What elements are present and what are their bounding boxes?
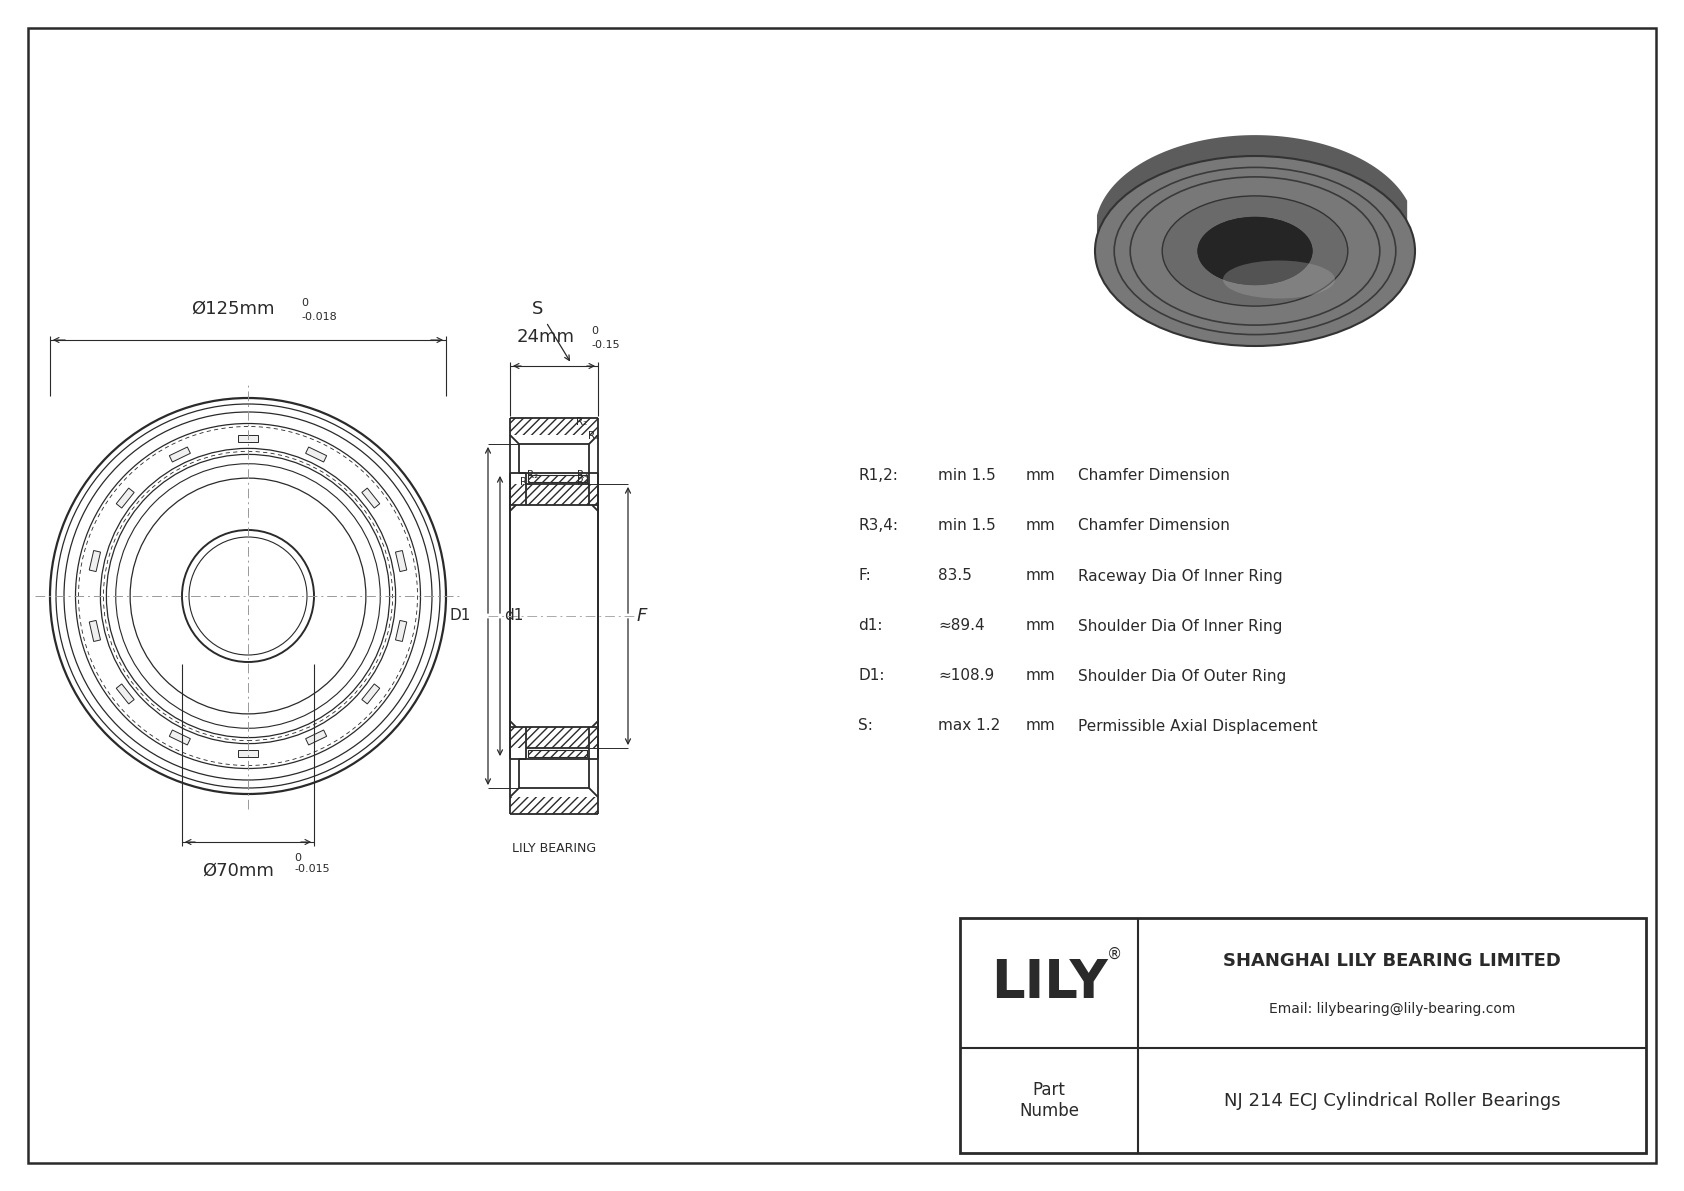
Bar xyxy=(116,488,135,509)
Text: S: S xyxy=(532,300,544,318)
Ellipse shape xyxy=(1197,217,1312,285)
Bar xyxy=(510,797,598,813)
Bar xyxy=(362,684,381,704)
Text: Shoulder Dia Of Outer Ring: Shoulder Dia Of Outer Ring xyxy=(1078,668,1287,684)
Text: -0.018: -0.018 xyxy=(301,312,337,322)
Text: ®: ® xyxy=(1106,947,1122,962)
Bar xyxy=(529,475,588,482)
Bar xyxy=(170,447,190,462)
Text: D1: D1 xyxy=(450,609,472,624)
Bar xyxy=(396,621,408,642)
Text: Permissible Axial Displacement: Permissible Axial Displacement xyxy=(1078,718,1317,734)
Bar xyxy=(305,447,327,462)
Bar xyxy=(305,730,327,746)
Text: -0.15: -0.15 xyxy=(591,339,620,350)
Text: mm: mm xyxy=(1026,618,1056,634)
Text: R₁: R₁ xyxy=(520,478,532,487)
Text: 0: 0 xyxy=(591,326,598,336)
Text: NJ 214 ECJ Cylindrical Roller Bearings: NJ 214 ECJ Cylindrical Roller Bearings xyxy=(1224,1091,1561,1110)
Text: LILY BEARING: LILY BEARING xyxy=(512,842,596,855)
Text: R₂: R₂ xyxy=(576,417,588,428)
Text: mm: mm xyxy=(1026,518,1056,534)
Text: Part
Numbe: Part Numbe xyxy=(1019,1081,1079,1120)
Text: R₂: R₂ xyxy=(527,470,539,480)
Text: Email: lilybearing@lily-bearing.com: Email: lilybearing@lily-bearing.com xyxy=(1268,1002,1516,1016)
Bar xyxy=(237,749,258,756)
Ellipse shape xyxy=(1098,193,1393,325)
Text: d1:: d1: xyxy=(859,618,882,634)
Polygon shape xyxy=(1096,135,1408,236)
Polygon shape xyxy=(1095,156,1415,347)
Text: mm: mm xyxy=(1026,668,1056,684)
Text: mm: mm xyxy=(1026,718,1056,734)
Text: Ø125mm: Ø125mm xyxy=(192,300,274,318)
Text: R₃: R₃ xyxy=(578,478,588,487)
Text: 83.5: 83.5 xyxy=(938,568,972,584)
Text: D1:: D1: xyxy=(859,668,884,684)
Text: Raceway Dia Of Inner Ring: Raceway Dia Of Inner Ring xyxy=(1078,568,1283,584)
Bar xyxy=(529,750,588,757)
Text: R₁: R₁ xyxy=(588,431,600,441)
Text: F:: F: xyxy=(859,568,871,584)
Text: Chamfer Dimension: Chamfer Dimension xyxy=(1078,518,1229,534)
Bar xyxy=(510,418,598,435)
Text: R3,4:: R3,4: xyxy=(859,518,898,534)
Text: 0: 0 xyxy=(295,853,301,863)
Text: mm: mm xyxy=(1026,568,1056,584)
Bar xyxy=(510,727,598,748)
Text: -0.015: -0.015 xyxy=(295,863,330,874)
Text: R₄: R₄ xyxy=(578,470,588,480)
Text: d1: d1 xyxy=(504,609,524,624)
Bar xyxy=(116,684,135,704)
Bar xyxy=(362,488,381,509)
Text: LILY: LILY xyxy=(990,958,1108,1009)
Ellipse shape xyxy=(1162,195,1347,306)
Text: mm: mm xyxy=(1026,468,1056,484)
Bar xyxy=(960,918,1645,1153)
Text: 24mm: 24mm xyxy=(517,328,574,347)
Text: Chamfer Dimension: Chamfer Dimension xyxy=(1078,468,1229,484)
Text: SHANGHAI LILY BEARING LIMITED: SHANGHAI LILY BEARING LIMITED xyxy=(1223,952,1561,969)
Ellipse shape xyxy=(1197,217,1312,285)
Bar xyxy=(237,436,258,442)
Text: min 1.5: min 1.5 xyxy=(938,468,995,484)
Bar xyxy=(396,550,408,572)
Bar xyxy=(89,621,101,642)
Text: 0: 0 xyxy=(301,298,308,308)
Text: F: F xyxy=(637,607,647,625)
Text: R1,2:: R1,2: xyxy=(859,468,898,484)
Text: min 1.5: min 1.5 xyxy=(938,518,995,534)
Text: Shoulder Dia Of Inner Ring: Shoulder Dia Of Inner Ring xyxy=(1078,618,1283,634)
Text: Ø70mm: Ø70mm xyxy=(202,862,274,880)
Text: S:: S: xyxy=(859,718,872,734)
Ellipse shape xyxy=(1223,261,1335,299)
Text: ≈108.9: ≈108.9 xyxy=(938,668,994,684)
Text: ≈89.4: ≈89.4 xyxy=(938,618,985,634)
Bar xyxy=(529,475,588,482)
Bar xyxy=(510,484,598,505)
Text: max 1.2: max 1.2 xyxy=(938,718,1000,734)
Bar xyxy=(170,730,190,746)
Bar xyxy=(529,750,588,757)
Bar xyxy=(89,550,101,572)
